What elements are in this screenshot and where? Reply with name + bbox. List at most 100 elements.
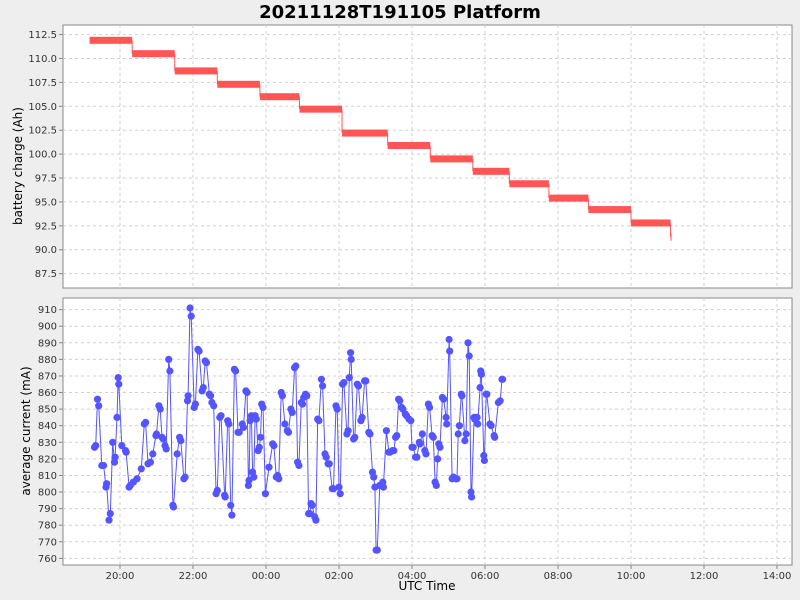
charge-step-bar [631, 219, 671, 227]
current-data-point [118, 442, 126, 450]
current-data-point [312, 516, 320, 524]
current-data-point [373, 546, 381, 554]
current-data-point [366, 430, 374, 438]
current-data-point [227, 501, 235, 509]
current-data-point [243, 388, 251, 397]
bottom-y-tick-label: 860 [38, 388, 57, 399]
current-data-point [499, 375, 507, 383]
x-tick-label: 00:00 [252, 571, 281, 582]
charge-step-bar [430, 155, 473, 163]
current-data-point [496, 397, 504, 405]
current-data-point [436, 443, 444, 451]
current-data-point [122, 448, 130, 456]
current-data-point [396, 397, 404, 405]
current-data-point [93, 395, 102, 403]
current-data-point [434, 455, 442, 463]
current-data-point [344, 427, 352, 435]
top-y-tick-label: 107.5 [28, 78, 57, 89]
current-data-point [210, 402, 218, 410]
x-tick-label: 20:00 [106, 571, 135, 582]
bottom-y-tick-label: 780 [38, 521, 57, 532]
current-data-point [446, 347, 454, 355]
bottom-panel: 760 770 780 790 800 810 820 830 840 850 860 870 880 8… [19, 297, 793, 593]
current-data-point [284, 428, 293, 436]
current-data-point [156, 405, 164, 413]
charge-step-bar [299, 105, 343, 113]
bottom-y-tick-label: 820 [38, 454, 57, 465]
charge-step-bar [588, 206, 631, 214]
top-plot-area [62, 24, 793, 289]
current-data-point [239, 423, 248, 431]
current-data-point [336, 490, 344, 498]
top-y-tick-label: 112.5 [28, 30, 57, 41]
current-data-point [379, 483, 387, 491]
current-data-point [325, 460, 333, 468]
current-data-point [347, 355, 355, 363]
current-data-point [487, 422, 495, 430]
current-data-point [252, 415, 260, 423]
bottom-y-tick-label: 810 [38, 471, 57, 482]
charge-step-bar [174, 67, 218, 75]
current-data-point [221, 493, 229, 501]
bottom-y-tick-label: 850 [38, 405, 57, 416]
bottom-y-tick-label: 830 [38, 438, 57, 449]
current-data-point [95, 402, 103, 410]
bottom-y-tick-label: 790 [38, 504, 57, 515]
charge-step-bar [342, 129, 388, 137]
current-data-point [255, 443, 263, 451]
current-data-point [113, 413, 121, 421]
current-data-point [152, 430, 161, 438]
current-data-point [213, 486, 221, 494]
current-data-point [322, 453, 330, 461]
bottom-y-tick-label: 840 [38, 421, 57, 432]
current-data-point [259, 403, 267, 412]
current-data-point [195, 347, 203, 355]
current-data-point [480, 456, 488, 465]
top-y-tick-label: 90.0 [35, 245, 57, 256]
current-data-point [413, 453, 421, 461]
bottom-y-tick-label: 910 [38, 305, 57, 316]
bottom-y-tick-label: 900 [38, 322, 57, 333]
current-data-point [491, 433, 499, 441]
current-data-point [362, 377, 370, 385]
current-data-point [181, 473, 189, 481]
current-data-point [426, 403, 434, 412]
bottom-y-tick-label: 890 [38, 338, 57, 349]
current-data-point [199, 384, 207, 392]
top-y-tick-label: 97.5 [35, 174, 57, 185]
charge-step-bar [387, 142, 431, 150]
bottom-y-tick-label: 880 [38, 355, 57, 366]
current-data-point [149, 450, 157, 458]
top-panel: 87.5 90.0 92.5 95.0 97.5 100.0 102.5 105.0 107.5… [11, 24, 793, 289]
current-data-point [100, 461, 108, 470]
current-data-point [303, 392, 311, 400]
current-data-point [351, 433, 359, 441]
x-tick-label: 04:00 [398, 571, 427, 582]
charge-step-bar [132, 50, 175, 58]
current-data-point [422, 450, 430, 458]
current-data-point [281, 420, 289, 428]
current-data-point [453, 475, 461, 483]
current-data-point [173, 450, 181, 458]
current-data-point [476, 384, 484, 392]
current-data-point [340, 379, 348, 387]
current-data-point [347, 349, 355, 357]
x-tick-label: 14:00 [763, 571, 792, 582]
charge-step-bar [548, 194, 589, 202]
current-data-point [317, 375, 325, 383]
top-y-tick-label: 100.0 [28, 150, 57, 161]
current-data-point [265, 463, 273, 471]
current-data-point [278, 392, 286, 400]
current-data-point [418, 430, 426, 438]
current-data-point [308, 501, 316, 509]
current-data-point [354, 382, 363, 390]
charge-step-bar [472, 167, 510, 175]
bottom-y-tick-label: 870 [38, 371, 57, 382]
current-data-point [445, 335, 453, 344]
current-data-point [184, 392, 192, 400]
x-tick-label: 02:00 [325, 571, 354, 582]
current-data-point [166, 367, 174, 375]
current-data-point [235, 428, 243, 436]
bottom-y-axis-label: average current (mA) [19, 366, 33, 495]
